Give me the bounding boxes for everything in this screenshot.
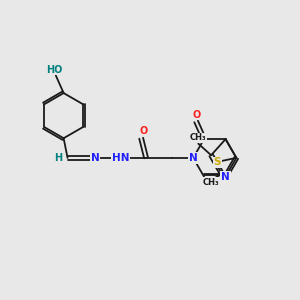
Text: H: H bbox=[54, 153, 62, 163]
Text: N: N bbox=[91, 153, 99, 163]
Text: O: O bbox=[139, 126, 147, 136]
Text: CH₃: CH₃ bbox=[202, 178, 219, 187]
Text: O: O bbox=[193, 110, 201, 120]
Text: HO: HO bbox=[46, 64, 62, 74]
Text: S: S bbox=[214, 157, 221, 167]
Text: CH₃: CH₃ bbox=[190, 133, 207, 142]
Text: N: N bbox=[221, 172, 230, 182]
Text: HN: HN bbox=[112, 153, 129, 163]
Text: N: N bbox=[189, 153, 198, 163]
